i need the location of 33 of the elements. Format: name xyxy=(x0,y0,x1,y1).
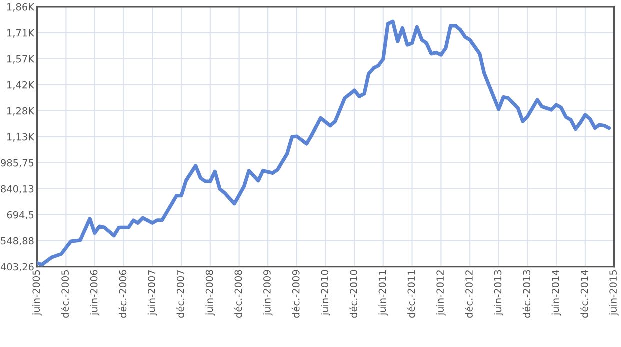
x-tick-label: déc.-2013 xyxy=(522,270,531,318)
y-tick-label: 840,13 xyxy=(1,185,34,194)
x-tick-label: déc.-2006 xyxy=(118,270,127,318)
x-tick-label: déc.-2008 xyxy=(234,270,242,318)
x-tick-label: juin-2005 xyxy=(32,270,42,316)
x-tick-label: juin-2012 xyxy=(436,270,446,316)
y-tick-label: 1,57K xyxy=(8,56,35,64)
x-tick-label: juin-2009 xyxy=(263,270,273,316)
x-tick-label: juin-2006 xyxy=(90,270,100,316)
x-tick-label: juin-2013 xyxy=(494,270,504,316)
y-tick-label: 403,26 xyxy=(0,263,34,272)
x-tick-label: juin-2010 xyxy=(321,270,330,316)
x-tick-label: juin-2007 xyxy=(148,270,158,316)
y-tick-label: 1,13K xyxy=(8,133,35,142)
x-tick-label: déc.-2005 xyxy=(61,270,69,318)
x-tick-label: juin-2015 xyxy=(609,270,619,316)
x-tick-label: déc.-2014 xyxy=(580,270,588,318)
y-tick-label: 694,5 xyxy=(7,211,34,220)
x-tick-label: juin-2014 xyxy=(552,270,562,316)
x-tick-label: déc.-2012 xyxy=(465,270,473,318)
y-tick-label: 1,71K xyxy=(8,30,35,38)
x-tick-label: déc.-2010 xyxy=(350,270,358,318)
x-tick-label: déc.-2009 xyxy=(292,270,300,318)
y-tick-label: 548,88 xyxy=(1,237,34,246)
x-tick-label: juin-2011 xyxy=(378,270,388,316)
x-tick-label: déc.-2007 xyxy=(176,270,184,318)
y-tick-label: 985,75 xyxy=(1,159,34,168)
line-series xyxy=(37,20,612,267)
y-tick-label: 1,28K xyxy=(8,107,35,116)
y-tick-label: 1,42K xyxy=(8,81,35,90)
x-tick-label: déc.-2011 xyxy=(407,270,416,318)
x-tick-label: juin-2008 xyxy=(206,270,216,316)
y-tick-label: 1,86K xyxy=(8,3,35,12)
